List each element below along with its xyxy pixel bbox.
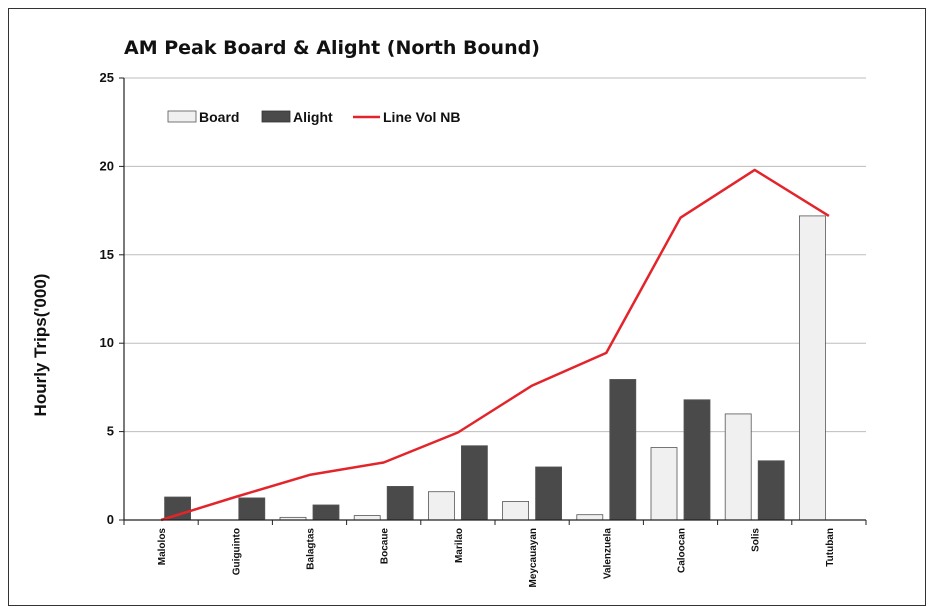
chart-title: AM Peak Board & Alight (North Bound) — [124, 37, 540, 59]
bar-board — [576, 514, 604, 521]
x-tick-label: Caloocan — [677, 528, 688, 573]
y-tick-label: 5 — [107, 424, 114, 439]
bar-alight — [238, 497, 266, 521]
legend-label-board: Board — [199, 109, 239, 125]
x-tick-label: Malolos — [157, 528, 168, 566]
y-tick-label: 0 — [107, 512, 114, 527]
bar-board — [502, 501, 530, 521]
legend-swatch-alight — [261, 110, 291, 123]
legend-label-line-vol-nb: Line Vol NB — [383, 109, 461, 125]
gridlines — [124, 77, 866, 433]
x-tick-label: Marilao — [454, 528, 465, 563]
x-tick-label: Guiguinto — [231, 528, 242, 575]
x-tick-label: Solis — [751, 528, 762, 552]
y-tick-labels: 0 5 10 15 20 25 — [100, 70, 114, 527]
bar-alight — [460, 445, 488, 521]
x-tick-label: Tutuban — [825, 528, 836, 567]
y-tick-label: 15 — [100, 247, 114, 262]
y-axis-label: Hourly Trips('000) — [31, 274, 50, 417]
bar-board — [799, 215, 826, 521]
bar-board — [353, 515, 381, 521]
x-tick-labels: Malolos Guiguinto Balagtas Bocaue Marilao Mey… — [157, 528, 836, 588]
bar-board — [427, 491, 455, 521]
bar-alight — [535, 466, 562, 521]
bar-alight — [683, 399, 711, 521]
legend: Board Alight Line Vol NB — [167, 109, 461, 125]
legend-label-alight: Alight — [293, 109, 333, 125]
x-tick-label: Meycauayan — [528, 528, 539, 587]
bar-alight — [312, 504, 340, 521]
axes — [119, 77, 867, 525]
x-tick-label: Bocaue — [380, 528, 391, 565]
bar-board — [650, 447, 678, 521]
y-tick-label: 20 — [100, 158, 114, 173]
bars — [164, 215, 826, 521]
bar-alight — [609, 379, 637, 521]
x-tick-label: Valenzuela — [602, 528, 613, 580]
bar-alight — [386, 486, 414, 521]
line-vol-nb — [160, 168, 830, 522]
x-tick-label: Balagtas — [306, 528, 317, 570]
legend-swatch-board — [167, 110, 197, 123]
y-tick-label: 10 — [100, 335, 114, 350]
bar-board — [724, 413, 752, 521]
y-tick-label: 25 — [100, 70, 114, 85]
bar-alight — [757, 460, 785, 521]
line-series — [160, 168, 830, 522]
